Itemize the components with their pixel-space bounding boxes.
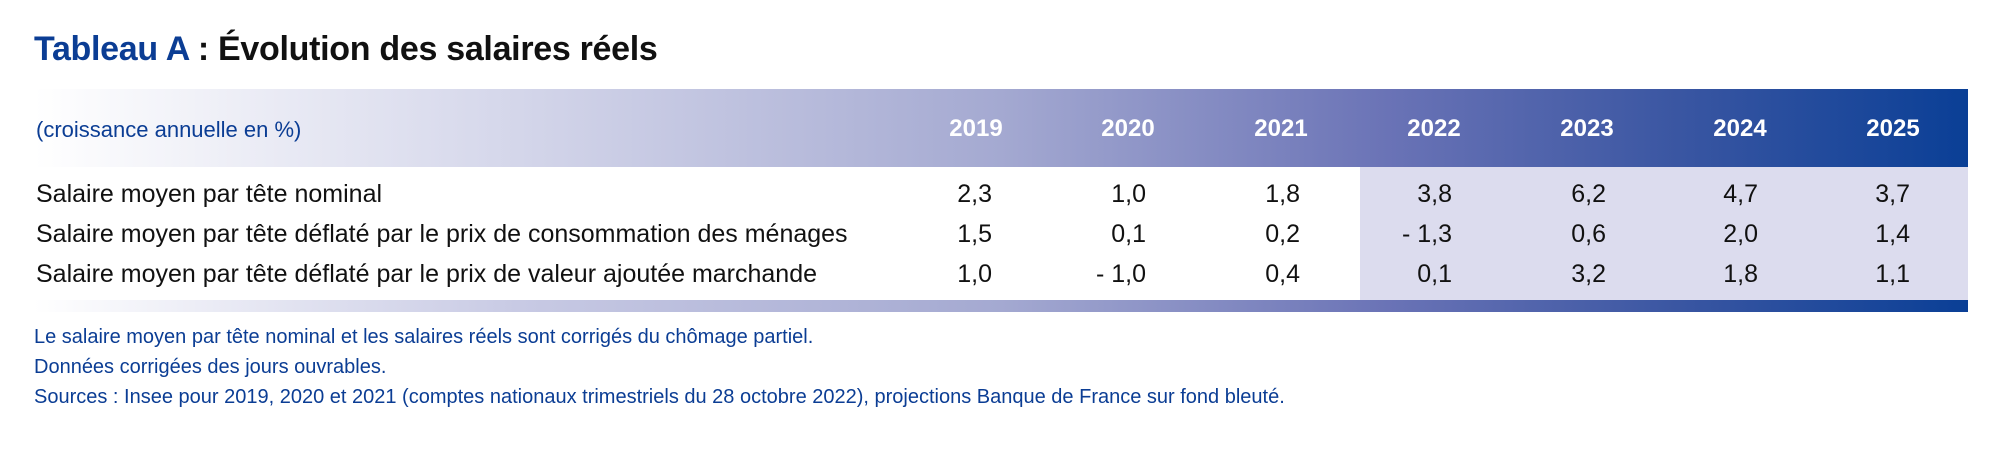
- table-title-text: : Évolution des salaires réels: [188, 30, 658, 68]
- cell-value: 2,3: [957, 180, 992, 208]
- table-bottom-bar: [34, 300, 1968, 312]
- note-sources: Sources : Insee pour 2019, 2020 et 2021 …: [34, 386, 1285, 408]
- table-title: Tableau A : Évolution des salaires réels: [34, 30, 658, 69]
- year-header: 2023: [1560, 115, 1614, 142]
- cell-value: 0,1: [1417, 260, 1452, 288]
- table-row: Salaire moyen par tête nominal 2,3 1,0 1,8 3…: [34, 176, 1968, 212]
- year-header: 2021: [1254, 115, 1308, 142]
- table-row: Salaire moyen par tête déflaté par le pr…: [34, 216, 1968, 252]
- cell-value: 0,4: [1265, 260, 1300, 288]
- cell-value: 1,8: [1723, 260, 1758, 288]
- cell-value: 1,5: [957, 220, 992, 248]
- table-row: Salaire moyen par tête déflaté par le pr…: [34, 256, 1968, 292]
- cell-value: 3,7: [1875, 180, 1910, 208]
- projection-shading: [1360, 167, 1968, 302]
- year-header: 2024: [1713, 115, 1767, 142]
- cell-value: 2,0: [1723, 220, 1758, 248]
- table-number: Tableau A: [34, 30, 189, 68]
- cell-value: 3,8: [1417, 180, 1452, 208]
- note-working-days: Données corrigées des jours ouvrables.: [34, 356, 387, 378]
- table-header: (croissance annuelle en %) 2019 2020 202…: [34, 89, 1968, 167]
- cell-value: 3,2: [1571, 260, 1606, 288]
- cell-value: 6,2: [1571, 180, 1606, 208]
- row-label: Salaire moyen par tête déflaté par le pr…: [36, 220, 848, 248]
- cell-value: 1,4: [1875, 220, 1910, 248]
- cell-value: 1,8: [1265, 180, 1300, 208]
- cell-value: 1,0: [957, 260, 992, 288]
- cell-value: 1,0: [1111, 180, 1146, 208]
- year-header: 2022: [1407, 115, 1461, 142]
- cell-value: 0,2: [1265, 220, 1300, 248]
- cell-value: - 1,3: [1401, 220, 1452, 248]
- cell-value: 1,1: [1875, 260, 1910, 288]
- row-label: Salaire moyen par tête déflaté par le pr…: [36, 260, 818, 288]
- cell-value: 0,6: [1571, 220, 1606, 248]
- cell-value: 4,7: [1723, 180, 1758, 208]
- unit-label: (croissance annuelle en %): [36, 117, 302, 142]
- year-header: 2019: [949, 115, 1003, 142]
- row-label: Salaire moyen par tête nominal: [36, 180, 383, 208]
- note-partial-unemployment: Le salaire moyen par tête nominal et les…: [34, 326, 814, 348]
- year-header: 2020: [1101, 115, 1155, 142]
- cell-value: - 1,0: [1095, 260, 1146, 288]
- cell-value: 0,1: [1111, 220, 1146, 248]
- year-header: 2025: [1866, 115, 1920, 142]
